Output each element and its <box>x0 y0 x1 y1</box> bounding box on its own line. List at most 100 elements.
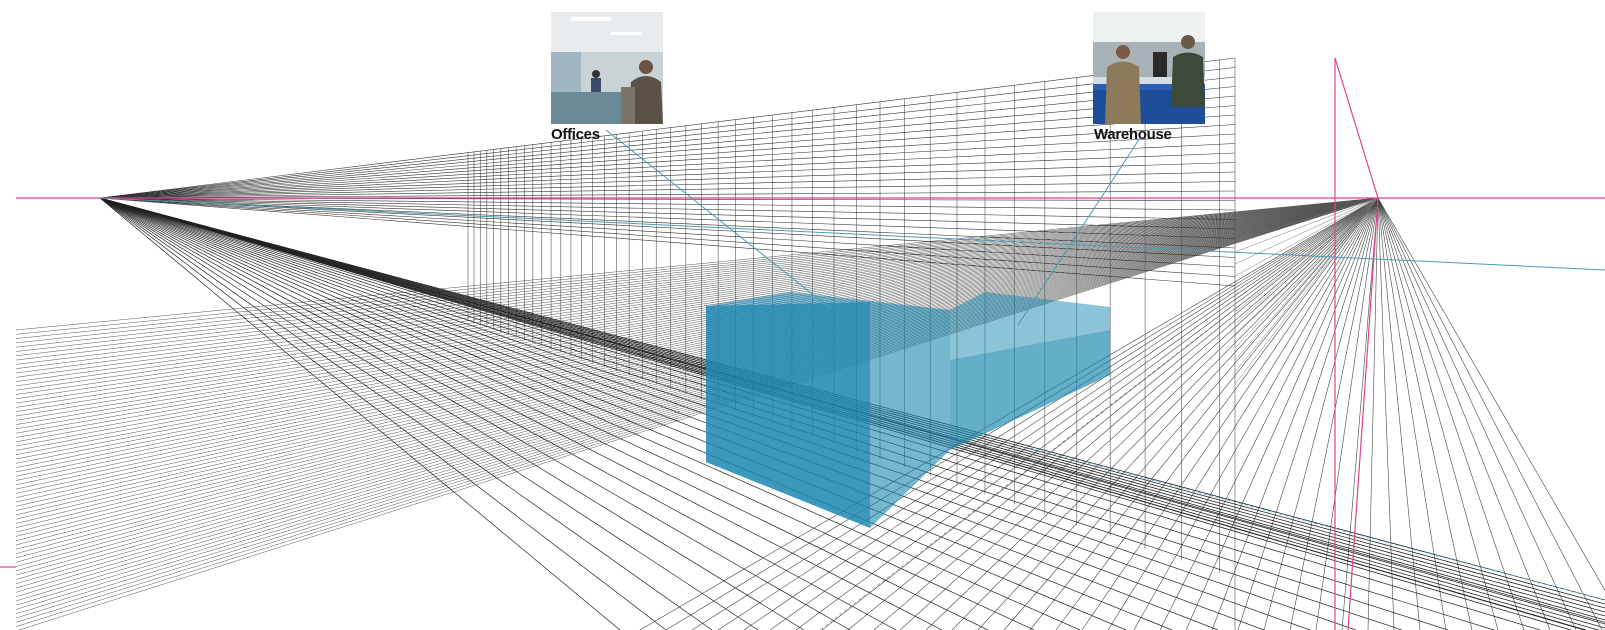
fan-ray <box>99 57 1236 199</box>
building-volumes <box>706 292 1110 528</box>
floor-line <box>15 197 1379 400</box>
fan-ray <box>99 197 1265 630</box>
offices-volume-side <box>870 302 950 528</box>
offices-volume-top <box>706 292 950 310</box>
floor-ray <box>1029 197 1379 630</box>
floor-line <box>15 197 1379 451</box>
floor-line <box>15 197 1379 468</box>
floor-line <box>15 197 1379 331</box>
floor-line <box>15 197 1379 576</box>
floor-line <box>15 197 1379 335</box>
floor-line <box>15 197 1379 486</box>
fan-ray <box>99 171 1236 199</box>
warehouse-photo <box>1093 12 1205 124</box>
right-fan-ray <box>1234 197 1379 385</box>
floor-ray <box>1263 197 1379 630</box>
fan-ray <box>99 197 805 630</box>
right-fan-ray <box>1234 197 1379 325</box>
floor-line <box>15 197 1379 387</box>
fan-ray <box>99 197 1236 220</box>
floor-line <box>15 197 1379 559</box>
floor-line <box>15 197 1379 516</box>
floor-line <box>15 197 1379 593</box>
floor-line <box>15 197 1379 520</box>
fan-ray <box>99 181 1236 199</box>
floor-line <box>15 197 1379 627</box>
right-fan-ray <box>1234 197 1379 313</box>
floor-line <box>15 197 1379 473</box>
right-fan-ray <box>1234 197 1379 253</box>
floor-ray <box>1377 197 1603 630</box>
fan-ray <box>99 197 1236 239</box>
floor-ray <box>1289 197 1379 630</box>
fan-ray <box>99 124 1236 199</box>
floor-line <box>15 197 1379 374</box>
fan-ray <box>99 162 1236 199</box>
floor-ray <box>1003 197 1379 630</box>
floor-line <box>15 197 1379 494</box>
fan-ray <box>99 197 1236 258</box>
floor-ray <box>1081 197 1379 630</box>
floor-line <box>15 197 1379 434</box>
floor-ray <box>899 197 1379 630</box>
right-fan-ray <box>1234 197 1379 349</box>
floor-line <box>15 197 1379 412</box>
floor-ray <box>1133 197 1379 630</box>
floor-ray <box>847 197 1379 630</box>
fan-ray <box>99 190 1236 199</box>
floor-line <box>15 197 1379 606</box>
floor-ray <box>1377 197 1395 630</box>
fan-ray <box>99 67 1236 199</box>
floor-line <box>15 197 1379 597</box>
fan-ray <box>99 105 1236 199</box>
floor-ray <box>1185 197 1379 630</box>
floor-ray <box>795 197 1379 630</box>
floor-line <box>15 197 1379 447</box>
floor-ray <box>1377 197 1525 630</box>
floor-line <box>15 197 1379 490</box>
fan-ray <box>99 197 1081 630</box>
right-fan-ray <box>1234 197 1379 361</box>
floor-line <box>15 197 1379 365</box>
fan-ray <box>99 197 897 630</box>
fan-ray <box>99 197 1236 277</box>
fan-ray <box>99 76 1236 199</box>
floor-line <box>15 197 1379 610</box>
fan-ray <box>99 197 1219 630</box>
offices-volume-front <box>706 302 870 528</box>
floor-ray <box>1107 197 1379 630</box>
warehouse-volume <box>950 292 1110 450</box>
floor-line <box>15 197 1379 404</box>
floor-line <box>15 197 1379 348</box>
floor-ray <box>1211 197 1379 630</box>
floor-ray <box>977 197 1379 630</box>
floor-ray <box>1377 197 1577 630</box>
floor-ray <box>1377 197 1605 591</box>
floor-line <box>15 197 1379 421</box>
offices-photo <box>551 12 663 124</box>
vertical-guide <box>1334 57 1379 199</box>
floor-ray <box>1377 197 1473 630</box>
guide-lines <box>0 57 1605 630</box>
floor-line <box>15 197 1379 619</box>
floor-line <box>15 197 1379 464</box>
warehouse-pointer-line <box>1017 137 1141 326</box>
floor-line <box>15 197 1379 602</box>
fan-ray <box>99 197 1236 211</box>
fan-ray <box>99 197 1173 630</box>
floor-line <box>15 197 1379 563</box>
fan-ray <box>99 197 1127 630</box>
dashed-guide <box>819 197 1379 630</box>
fan-ray <box>99 95 1236 199</box>
fan-ray <box>99 197 1236 287</box>
fan-ray <box>99 197 621 630</box>
right-fan-ray <box>1234 197 1379 289</box>
guide-line <box>99 197 1605 271</box>
floor-ray <box>1367 197 1379 630</box>
floor-line <box>15 197 1379 507</box>
fan-ray <box>99 197 989 630</box>
floor-line <box>15 197 1379 511</box>
floor-ray <box>1377 197 1421 630</box>
floor-ray <box>1055 197 1379 630</box>
